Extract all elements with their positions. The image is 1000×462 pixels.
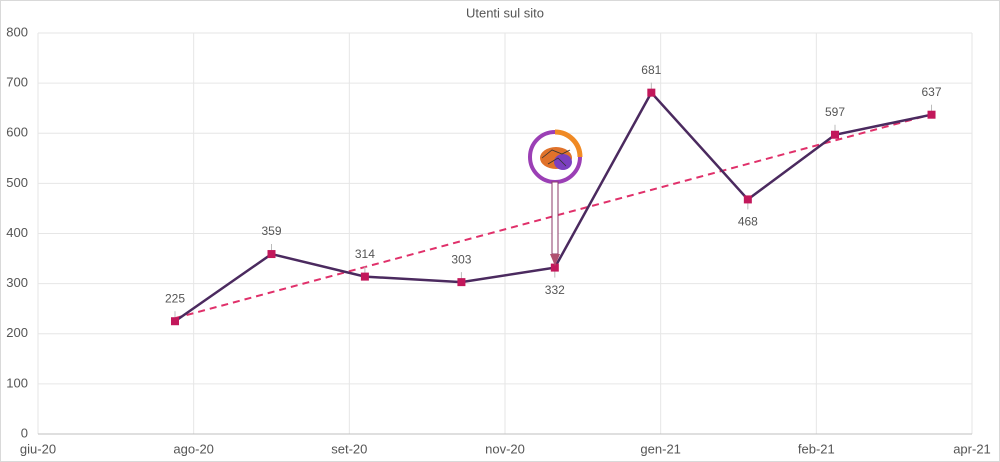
data-label: 359: [261, 224, 281, 238]
y-tick-label: 200: [6, 325, 28, 340]
x-tick-label: giu-20: [20, 441, 56, 456]
y-tick-label: 400: [6, 225, 28, 240]
marker: [927, 110, 936, 119]
trend-line: [174, 113, 932, 320]
data-label: 303: [451, 252, 471, 266]
data-label: 332: [545, 283, 565, 297]
x-tick-label: apr-21: [953, 441, 991, 456]
marker: [267, 250, 276, 259]
data-label: 637: [922, 85, 942, 99]
x-tick-label: ago-20: [173, 441, 213, 456]
brain-icon: [528, 129, 583, 266]
marker: [360, 272, 369, 281]
marker: [647, 88, 656, 97]
marker: [550, 263, 559, 272]
y-tick-label: 500: [6, 175, 28, 190]
marker: [831, 130, 840, 139]
data-label: 314: [355, 247, 375, 261]
y-tick-label: 0: [21, 425, 28, 440]
y-tick-label: 700: [6, 75, 28, 90]
y-tick-label: 600: [6, 125, 28, 140]
x-tick-label: set-20: [331, 441, 367, 456]
y-tick-label: 100: [6, 375, 28, 390]
x-tick-label: nov-20: [485, 441, 525, 456]
data-label: 597: [825, 105, 845, 119]
data-label: 225: [165, 291, 185, 305]
y-tick-label: 300: [6, 275, 28, 290]
marker: [170, 317, 179, 326]
x-tick-label: gen-21: [640, 441, 680, 456]
chart-title: Utenti sul sito: [466, 5, 544, 20]
x-tick-label: feb-21: [798, 441, 835, 456]
y-tick-label: 800: [6, 24, 28, 39]
data-label: 681: [641, 63, 661, 77]
marker: [457, 278, 466, 287]
data-label: 468: [738, 215, 758, 229]
marker: [743, 195, 752, 204]
